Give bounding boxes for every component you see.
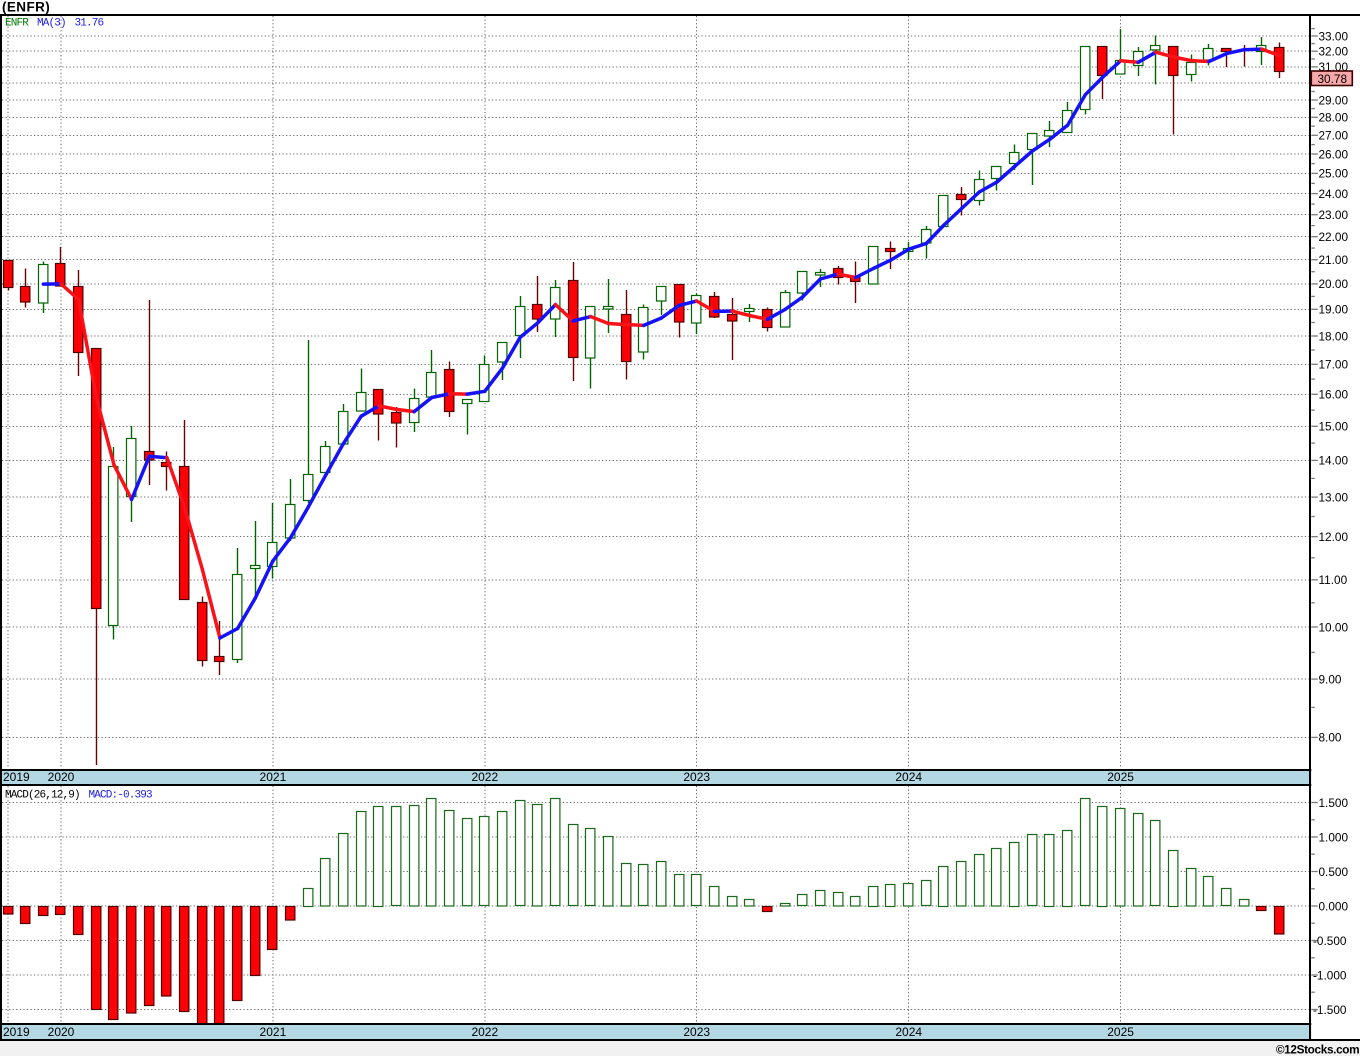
svg-text:1.000: 1.000 [1319, 830, 1349, 844]
svg-text:2022: 2022 [471, 1025, 498, 1039]
svg-text:2022: 2022 [471, 770, 498, 784]
svg-text:MACD:-0.393: MACD:-0.393 [89, 790, 153, 802]
svg-text:20.00: 20.00 [1319, 277, 1349, 291]
svg-text:-0.500: -0.500 [1313, 934, 1347, 948]
svg-text:18.00: 18.00 [1319, 329, 1349, 343]
svg-text:2025: 2025 [1107, 770, 1134, 784]
svg-text:23.00: 23.00 [1319, 208, 1349, 222]
svg-text:(ENFR): (ENFR) [2, 0, 50, 15]
svg-text:-1.500: -1.500 [1313, 1003, 1347, 1017]
svg-text:31.76: 31.76 [75, 18, 104, 30]
svg-text:24.00: 24.00 [1319, 187, 1349, 201]
svg-text:0.500: 0.500 [1319, 865, 1349, 879]
svg-text:2020: 2020 [48, 770, 75, 784]
svg-text:2019: 2019 [3, 770, 30, 784]
svg-text:17.00: 17.00 [1319, 358, 1349, 372]
svg-text:8.00: 8.00 [1319, 731, 1342, 745]
svg-text:ENFR: ENFR [5, 18, 29, 30]
svg-text:2024: 2024 [895, 1025, 922, 1039]
svg-text:1.500: 1.500 [1319, 796, 1349, 810]
svg-text:2019: 2019 [3, 1025, 30, 1039]
svg-text:MA(3): MA(3) [37, 18, 66, 30]
svg-text:32.00: 32.00 [1319, 45, 1349, 59]
svg-text:2020: 2020 [48, 1025, 75, 1039]
svg-text:2023: 2023 [683, 1025, 710, 1039]
svg-text:2023: 2023 [683, 770, 710, 784]
svg-text:25.00: 25.00 [1319, 167, 1349, 181]
svg-text:22.00: 22.00 [1319, 230, 1349, 244]
svg-text:10.00: 10.00 [1319, 620, 1349, 634]
svg-text:29.00: 29.00 [1319, 93, 1349, 107]
svg-text:2025: 2025 [1107, 1025, 1134, 1039]
svg-text:12.00: 12.00 [1319, 530, 1349, 544]
svg-text:28.00: 28.00 [1319, 111, 1349, 125]
svg-text:2024: 2024 [895, 770, 922, 784]
svg-text:2021: 2021 [260, 1025, 287, 1039]
svg-text:26.00: 26.00 [1319, 147, 1349, 161]
svg-text:27.00: 27.00 [1319, 129, 1349, 143]
svg-text:30.78: 30.78 [1318, 72, 1348, 86]
svg-text:9.00: 9.00 [1319, 672, 1342, 686]
svg-text:16.00: 16.00 [1319, 388, 1349, 402]
svg-text:15.00: 15.00 [1319, 420, 1349, 434]
svg-text:33.00: 33.00 [1319, 29, 1349, 43]
svg-text:0.000: 0.000 [1319, 899, 1349, 913]
svg-text:MACD(26,12,9): MACD(26,12,9) [5, 790, 80, 802]
svg-text:14.00: 14.00 [1319, 454, 1349, 468]
svg-text:-1.000: -1.000 [1313, 968, 1347, 982]
svg-text:2021: 2021 [260, 770, 287, 784]
svg-text:©12Stocks.com: ©12Stocks.com [1276, 1043, 1359, 1056]
svg-text:21.00: 21.00 [1319, 253, 1349, 267]
svg-text:19.00: 19.00 [1319, 303, 1349, 317]
svg-text:11.00: 11.00 [1319, 573, 1348, 587]
svg-text:13.00: 13.00 [1319, 490, 1349, 504]
